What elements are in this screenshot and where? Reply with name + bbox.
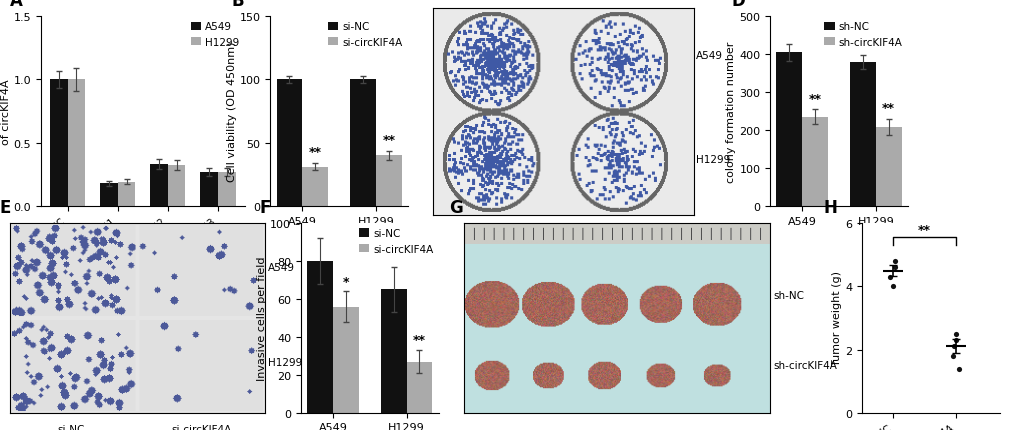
Bar xyxy=(302,167,328,206)
Bar xyxy=(307,261,332,413)
Text: A: A xyxy=(10,0,23,10)
Bar xyxy=(849,63,875,206)
Point xyxy=(887,264,903,271)
Bar xyxy=(376,156,401,206)
Text: B: B xyxy=(231,0,245,10)
Text: F: F xyxy=(259,198,271,216)
Text: sh-circKIF4A: sh-circKIF4A xyxy=(772,360,837,371)
Bar xyxy=(332,307,359,413)
Point xyxy=(947,331,963,338)
Y-axis label: Relative expression
of circKIF4A: Relative expression of circKIF4A xyxy=(0,58,10,166)
Bar xyxy=(150,165,168,206)
Bar xyxy=(117,182,136,206)
Text: **: ** xyxy=(413,334,426,347)
Legend: si-NC, si-circKIF4A: si-NC, si-circKIF4A xyxy=(328,22,403,48)
Bar xyxy=(801,117,827,206)
Text: A549: A549 xyxy=(696,51,722,61)
Text: **: ** xyxy=(881,102,895,115)
Text: H: H xyxy=(822,198,837,216)
Bar xyxy=(350,80,376,206)
Point xyxy=(944,353,960,359)
Point xyxy=(881,274,898,281)
Text: si-circKIF4A: si-circKIF4A xyxy=(171,424,231,430)
Y-axis label: colony formation number: colony formation number xyxy=(726,41,736,182)
Point xyxy=(951,365,967,372)
Text: sh-circKIF4A: sh-circKIF4A xyxy=(588,223,652,233)
Bar xyxy=(201,172,218,206)
Bar xyxy=(380,290,407,413)
Text: H1299: H1299 xyxy=(268,357,302,367)
Point xyxy=(883,283,900,290)
Bar xyxy=(218,172,235,206)
Text: D: D xyxy=(731,0,745,10)
Text: *: * xyxy=(342,275,348,288)
Text: H1299: H1299 xyxy=(696,154,730,164)
Bar xyxy=(276,80,302,206)
Legend: si-NC, si-circKIF4A: si-NC, si-circKIF4A xyxy=(359,229,433,254)
Y-axis label: Invasive cells per field: Invasive cells per field xyxy=(257,256,267,380)
Text: sh-NC: sh-NC xyxy=(772,291,803,301)
Bar xyxy=(407,362,432,413)
Text: **: ** xyxy=(309,145,321,159)
Point xyxy=(945,343,961,350)
Bar xyxy=(168,166,185,206)
Text: si-NC: si-NC xyxy=(58,424,85,430)
Text: **: ** xyxy=(382,134,395,147)
Bar xyxy=(775,53,801,206)
Y-axis label: Cell viability (OD 450nm): Cell viability (OD 450nm) xyxy=(226,42,236,182)
Text: A549: A549 xyxy=(268,262,294,272)
Point xyxy=(886,258,902,265)
Bar xyxy=(100,184,117,206)
Text: **: ** xyxy=(917,223,930,236)
Bar xyxy=(50,80,67,206)
Text: G: G xyxy=(448,198,462,216)
Legend: sh-NC, sh-circKIF4A: sh-NC, sh-circKIF4A xyxy=(823,22,902,48)
Bar xyxy=(875,128,901,206)
Point xyxy=(947,337,963,344)
Text: sh-NC: sh-NC xyxy=(475,223,505,233)
Y-axis label: Tumor weight (g): Tumor weight (g) xyxy=(832,271,842,366)
Text: **: ** xyxy=(808,92,820,105)
Text: E: E xyxy=(0,198,11,216)
Legend: A549, H1299: A549, H1299 xyxy=(191,22,239,48)
Bar xyxy=(67,80,85,206)
